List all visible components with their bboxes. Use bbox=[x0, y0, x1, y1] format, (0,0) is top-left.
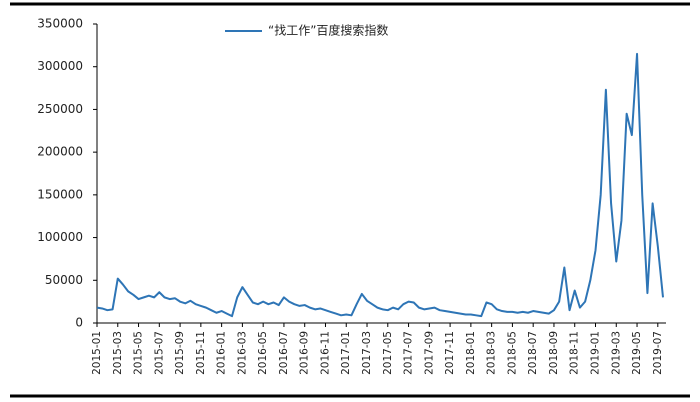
x-tick-label: 2015-05 bbox=[133, 331, 145, 375]
y-tick-label: 250000 bbox=[37, 102, 83, 116]
x-tick-label: 2015-01 bbox=[91, 331, 103, 375]
x-tick-label: 2017-09 bbox=[423, 331, 435, 375]
x-tick-label: 2018-05 bbox=[506, 331, 518, 375]
x-tick-label: 2015-03 bbox=[112, 331, 124, 375]
legend-label: “找工作”百度搜索指数 bbox=[268, 23, 388, 38]
x-tick-label: 2017-11 bbox=[444, 331, 456, 375]
x-tick-label: 2019-05 bbox=[631, 331, 643, 375]
x-tick-label: 2017-07 bbox=[403, 331, 415, 375]
x-tick-label: 2017-05 bbox=[382, 331, 394, 375]
x-tick-label: 2015-07 bbox=[153, 331, 165, 375]
x-tick-label: 2018-09 bbox=[548, 331, 560, 375]
x-tick-label: 2018-01 bbox=[465, 331, 477, 375]
x-tick-label: 2019-03 bbox=[610, 331, 622, 375]
y-tick-label: 150000 bbox=[37, 187, 83, 201]
x-tick-label: 2019-07 bbox=[652, 331, 664, 375]
y-tick-label: 200000 bbox=[37, 145, 83, 159]
x-tick-label: 2016-11 bbox=[319, 331, 331, 375]
line bbox=[96, 52, 664, 318]
x-tick-label: 2017-01 bbox=[340, 331, 352, 375]
x-tick-label: 2019-01 bbox=[589, 331, 601, 375]
x-tick-label: 2016-03 bbox=[236, 331, 248, 375]
x-tick-label: 2015-09 bbox=[174, 331, 186, 375]
y-tick-label: 0 bbox=[75, 316, 83, 330]
x-tick-label: 2018-11 bbox=[569, 331, 581, 375]
x-tick-label: 2017-03 bbox=[361, 331, 373, 375]
x-tick-label: 2015-11 bbox=[195, 331, 207, 375]
x-tick-label: 2018-03 bbox=[486, 331, 498, 375]
y-tick-label: 350000 bbox=[37, 17, 83, 31]
y-tick-label: 100000 bbox=[37, 230, 83, 244]
x-tick-label: 2016-07 bbox=[278, 331, 290, 375]
y-tick-label: 300000 bbox=[37, 59, 83, 73]
x-tick-label: 2016-01 bbox=[216, 331, 228, 375]
y-tick-label: 50000 bbox=[45, 273, 83, 287]
x-tick-label: 2018-07 bbox=[527, 331, 539, 375]
x-tick-label: 2016-05 bbox=[257, 331, 269, 375]
x-tick-label: 2016-09 bbox=[299, 331, 311, 375]
